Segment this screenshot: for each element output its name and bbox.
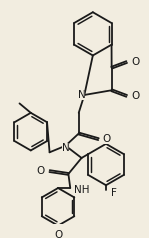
Text: N: N — [78, 90, 85, 100]
Text: O: O — [131, 91, 140, 101]
Text: O: O — [37, 166, 45, 176]
Text: O: O — [131, 57, 140, 67]
Text: N: N — [62, 143, 69, 153]
Text: O: O — [54, 230, 62, 238]
Text: NH: NH — [74, 185, 90, 195]
Text: F: F — [111, 188, 117, 198]
Text: O: O — [102, 134, 111, 144]
